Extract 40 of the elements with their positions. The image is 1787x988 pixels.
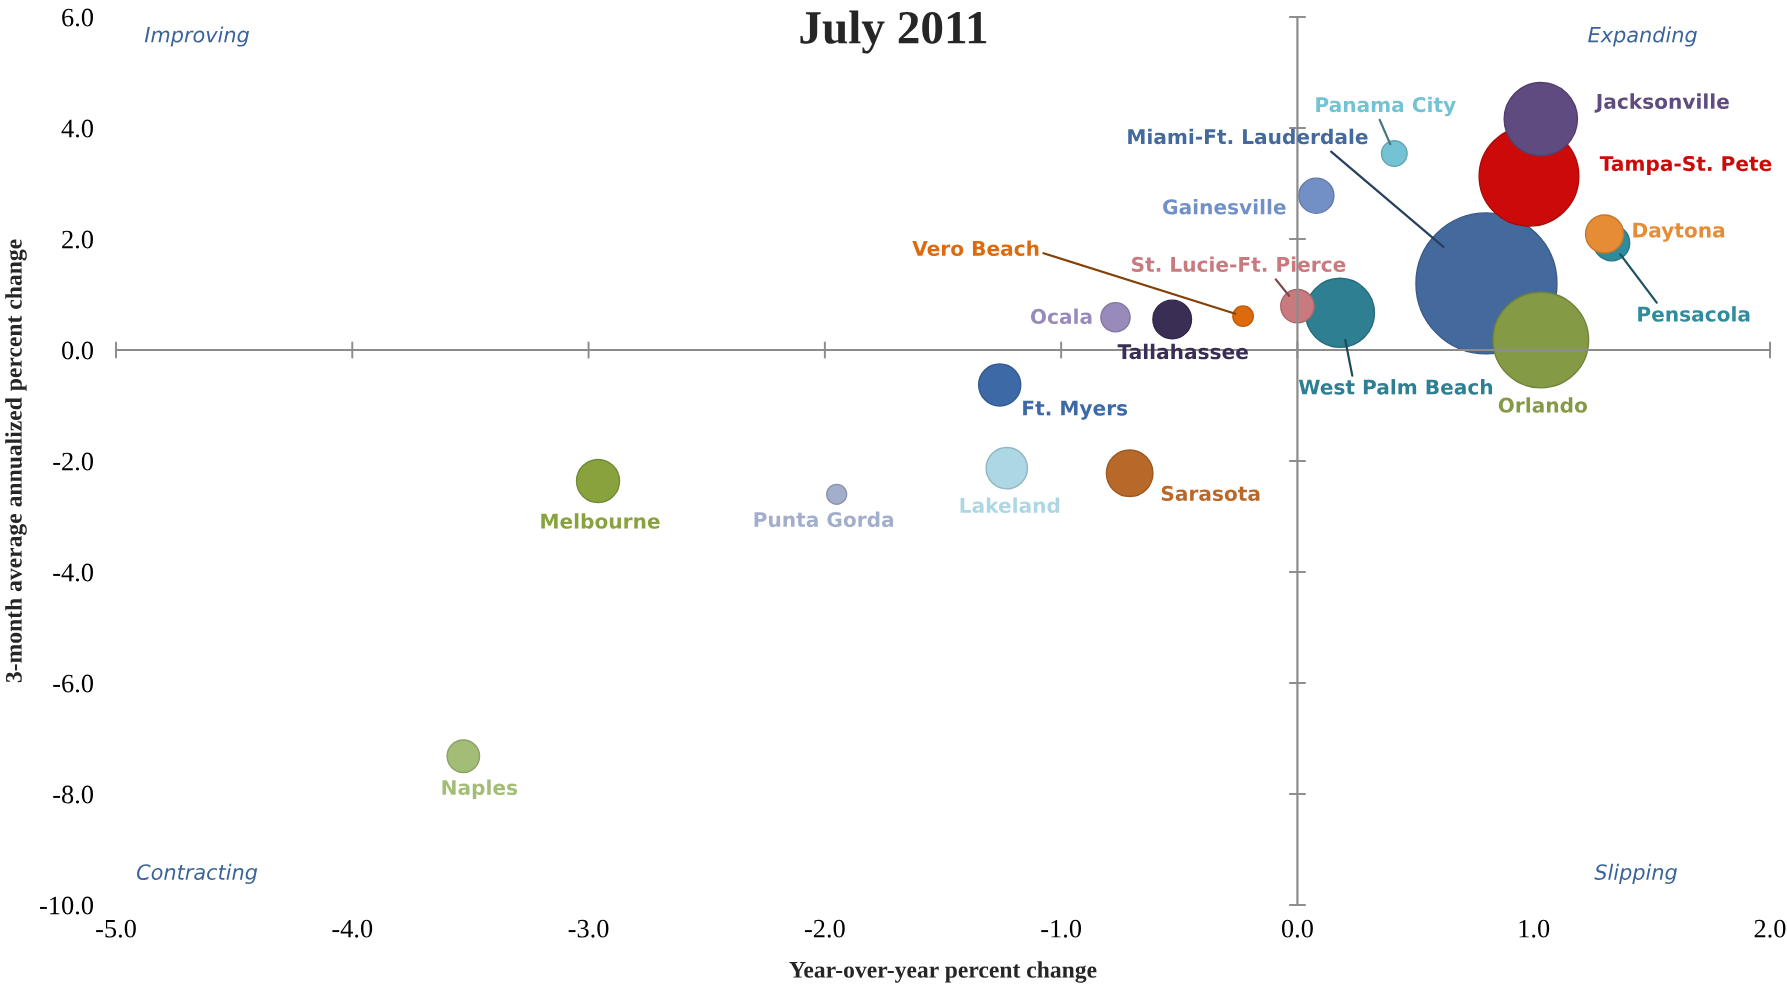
series-label: Lakeland xyxy=(960,497,1060,514)
y-tick-label: -10.0 xyxy=(40,896,93,915)
text: Pensacola xyxy=(1638,306,1750,322)
x-tick-label: 1.0 xyxy=(1519,919,1550,938)
series-label: Punta Gorda xyxy=(754,511,894,528)
series-label: Daytona xyxy=(1633,222,1725,242)
series-label: Orlando xyxy=(1498,397,1587,413)
x-tick-label: 0.0 xyxy=(1281,919,1313,938)
annotation: Improving xyxy=(144,26,249,47)
y-tick-label: 0.0 xyxy=(62,341,93,360)
series-label: Melbourne xyxy=(541,513,660,529)
series-label: Ocala xyxy=(1030,308,1092,325)
y-tick-label: 6.0 xyxy=(62,8,93,27)
x-tick-label: -1.0 xyxy=(1041,919,1082,938)
annotation: Slipping xyxy=(1594,863,1677,884)
x-tick-label: -4.0 xyxy=(332,919,373,938)
y-tick-label: -4.0 xyxy=(53,563,93,582)
x-tick-label: 2.0 xyxy=(1754,919,1786,938)
x-tick-label: -2.0 xyxy=(804,919,845,938)
series-label: Sarasota xyxy=(1161,485,1260,502)
series-label: Gainesville xyxy=(1163,198,1286,215)
series-label: Naples xyxy=(442,779,518,800)
x-tick-label: -5.0 xyxy=(96,919,136,938)
series-label: Tampa-St. Pete xyxy=(1599,155,1772,176)
y-tick-label: -6.0 xyxy=(53,674,93,693)
chart-title: July 2011 xyxy=(800,10,987,54)
x-axis-title: Year-over-year percent change xyxy=(789,961,1097,983)
y-tick-label: -2.0 xyxy=(53,452,93,471)
annotation: Contracting xyxy=(137,863,258,884)
series-label: Jacksonville xyxy=(1594,93,1729,113)
annotation: Expanding xyxy=(1588,26,1697,47)
text: West Palm Beach xyxy=(1298,379,1493,395)
x-tick-label: -3.0 xyxy=(568,919,609,938)
series-label: Panama City xyxy=(1316,96,1456,117)
text: Vero Beach xyxy=(912,240,1039,256)
y-tick-label: -8.0 xyxy=(53,785,93,804)
y-tick-label: 4.0 xyxy=(61,119,93,138)
y-tick-label: 2.0 xyxy=(62,230,93,249)
series-label: Ft. Myers xyxy=(1023,400,1128,420)
y-axis-title: 3-month average annualized percent change xyxy=(5,239,27,683)
